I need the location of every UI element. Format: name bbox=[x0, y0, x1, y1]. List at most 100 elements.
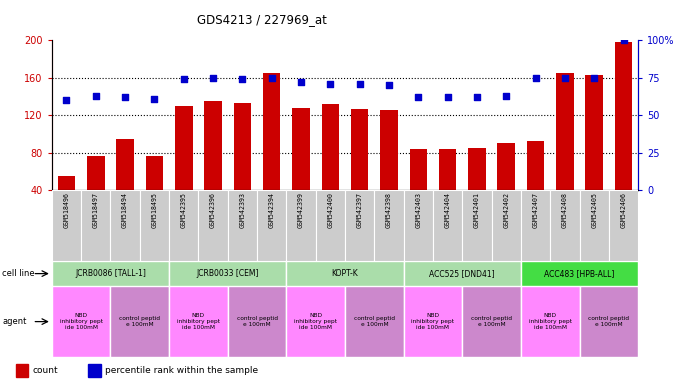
Bar bbox=[439, 149, 457, 227]
Bar bbox=[146, 156, 164, 227]
Point bbox=[178, 76, 189, 82]
Bar bbox=[286, 190, 316, 261]
Bar bbox=[88, 364, 101, 377]
Point bbox=[266, 74, 277, 81]
Text: GSM542398: GSM542398 bbox=[386, 192, 392, 228]
Bar bbox=[316, 190, 345, 261]
Text: GSM542393: GSM542393 bbox=[239, 192, 246, 228]
Text: GSM542408: GSM542408 bbox=[562, 192, 568, 228]
Bar bbox=[293, 108, 310, 227]
Bar bbox=[351, 109, 368, 227]
Text: JCRB0033 [CEM]: JCRB0033 [CEM] bbox=[197, 269, 259, 278]
Bar bbox=[263, 73, 280, 227]
Text: GSM542400: GSM542400 bbox=[327, 192, 333, 228]
Bar bbox=[404, 286, 462, 357]
Bar bbox=[551, 190, 580, 261]
Bar bbox=[169, 286, 228, 357]
Bar bbox=[204, 101, 222, 227]
Text: GSM542399: GSM542399 bbox=[298, 192, 304, 228]
Bar bbox=[527, 141, 544, 227]
Text: NBD
inhibitory pept
ide 100mM: NBD inhibitory pept ide 100mM bbox=[411, 313, 455, 330]
Bar bbox=[375, 190, 404, 261]
Text: GDS4213 / 227969_at: GDS4213 / 227969_at bbox=[197, 13, 327, 26]
Text: cell line: cell line bbox=[2, 269, 34, 278]
Bar bbox=[404, 261, 521, 286]
Bar bbox=[116, 139, 134, 227]
Text: percentile rank within the sample: percentile rank within the sample bbox=[105, 366, 258, 375]
Point bbox=[530, 74, 541, 81]
Bar bbox=[233, 103, 251, 227]
Bar bbox=[175, 106, 193, 227]
Text: GSM542406: GSM542406 bbox=[620, 192, 627, 228]
Bar bbox=[433, 190, 462, 261]
Bar bbox=[257, 190, 286, 261]
Point bbox=[618, 37, 629, 43]
Text: GSM542401: GSM542401 bbox=[474, 192, 480, 228]
Text: GSM542405: GSM542405 bbox=[591, 192, 598, 228]
Text: GSM542403: GSM542403 bbox=[415, 192, 422, 228]
Bar bbox=[286, 286, 345, 357]
Point bbox=[354, 81, 365, 87]
Bar bbox=[52, 190, 81, 261]
Bar bbox=[345, 286, 404, 357]
Point bbox=[471, 94, 482, 100]
Bar bbox=[468, 148, 486, 227]
Text: ACC483 [HPB-ALL]: ACC483 [HPB-ALL] bbox=[544, 269, 615, 278]
Bar bbox=[110, 286, 169, 357]
Bar bbox=[609, 190, 638, 261]
Text: control peptid
e 100mM: control peptid e 100mM bbox=[237, 316, 277, 327]
Bar bbox=[404, 190, 433, 261]
Point bbox=[442, 94, 453, 100]
Text: GSM542402: GSM542402 bbox=[503, 192, 509, 228]
Text: GSM542395: GSM542395 bbox=[181, 192, 187, 228]
Bar bbox=[521, 261, 638, 286]
Bar bbox=[462, 190, 492, 261]
Text: GSM542404: GSM542404 bbox=[444, 192, 451, 228]
Point bbox=[149, 96, 160, 102]
Text: agent: agent bbox=[2, 317, 26, 326]
Bar bbox=[52, 286, 110, 357]
Text: ACC525 [DND41]: ACC525 [DND41] bbox=[429, 269, 495, 278]
Bar bbox=[286, 261, 404, 286]
Text: control peptid
e 100mM: control peptid e 100mM bbox=[589, 316, 629, 327]
Text: NBD
inhibitory pept
ide 100mM: NBD inhibitory pept ide 100mM bbox=[529, 313, 572, 330]
Text: GSM542396: GSM542396 bbox=[210, 192, 216, 228]
Point bbox=[61, 97, 72, 103]
Bar bbox=[57, 176, 75, 227]
Point bbox=[119, 94, 130, 100]
Text: KOPT-K: KOPT-K bbox=[332, 269, 358, 278]
Text: NBD
inhibitory pept
ide 100mM: NBD inhibitory pept ide 100mM bbox=[177, 313, 220, 330]
Bar bbox=[345, 190, 374, 261]
Point bbox=[295, 79, 306, 85]
Bar bbox=[15, 364, 28, 377]
Point bbox=[90, 93, 101, 99]
Bar bbox=[322, 104, 339, 227]
Point bbox=[208, 74, 219, 81]
Point bbox=[560, 74, 571, 81]
Bar bbox=[81, 190, 110, 261]
Bar bbox=[491, 190, 521, 261]
Text: GSM518497: GSM518497 bbox=[92, 192, 99, 228]
Text: GSM542397: GSM542397 bbox=[357, 192, 363, 228]
Point bbox=[325, 81, 336, 87]
Text: JCRB0086 [TALL-1]: JCRB0086 [TALL-1] bbox=[75, 269, 146, 278]
Point bbox=[413, 94, 424, 100]
Bar bbox=[228, 190, 257, 261]
Text: GSM542394: GSM542394 bbox=[268, 192, 275, 228]
Bar bbox=[585, 75, 603, 227]
Bar bbox=[462, 286, 521, 357]
Bar bbox=[556, 73, 574, 227]
Point bbox=[589, 74, 600, 81]
Text: NBD
inhibitory pept
ide 100mM: NBD inhibitory pept ide 100mM bbox=[59, 313, 103, 330]
Text: control peptid
e 100mM: control peptid e 100mM bbox=[119, 316, 160, 327]
Bar bbox=[169, 190, 199, 261]
Text: count: count bbox=[32, 366, 58, 375]
Bar bbox=[169, 261, 286, 286]
Point bbox=[384, 82, 395, 88]
Bar bbox=[410, 149, 427, 227]
Point bbox=[237, 76, 248, 82]
Bar bbox=[52, 261, 169, 286]
Bar bbox=[139, 190, 169, 261]
Bar bbox=[580, 286, 638, 357]
Point bbox=[501, 93, 512, 99]
